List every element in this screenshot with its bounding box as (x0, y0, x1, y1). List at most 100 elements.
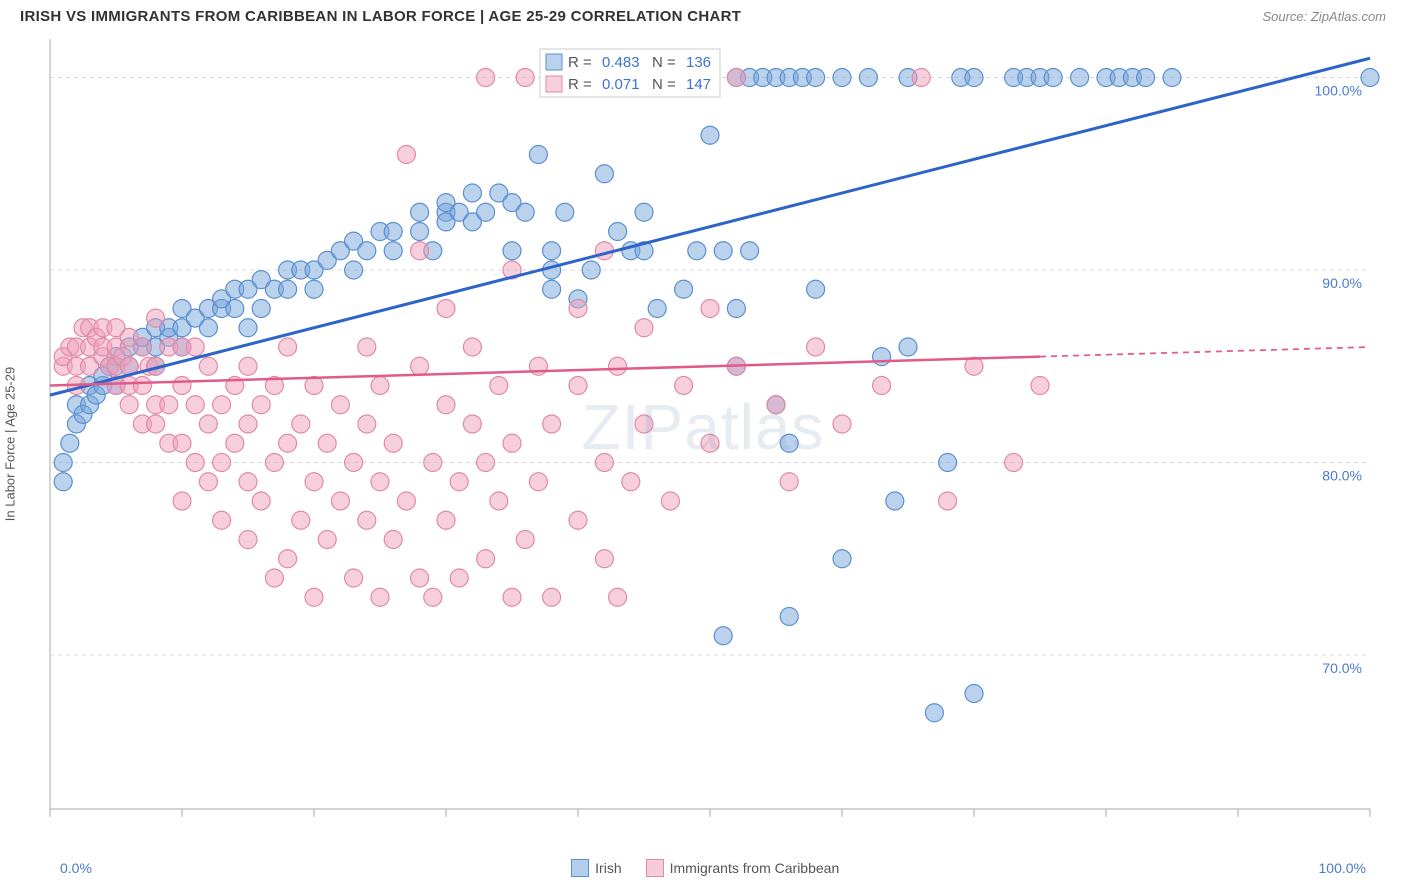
data-point (529, 146, 547, 164)
legend-item: Immigrants from Caribbean (646, 859, 840, 877)
legend-label: Immigrants from Caribbean (670, 860, 840, 876)
data-point (265, 454, 283, 472)
data-point (199, 415, 217, 433)
data-point (516, 203, 534, 221)
data-point (345, 261, 363, 279)
data-point (595, 454, 613, 472)
data-point (780, 608, 798, 626)
data-point (239, 531, 257, 549)
data-point (186, 396, 204, 414)
data-point (635, 319, 653, 337)
data-point (160, 396, 178, 414)
stats-text: 0.071 (602, 76, 640, 93)
data-point (371, 377, 389, 395)
data-point (529, 473, 547, 491)
data-point (133, 377, 151, 395)
data-point (147, 309, 165, 327)
data-point (305, 473, 323, 491)
data-point (213, 511, 231, 529)
data-point (767, 396, 785, 414)
data-point (477, 69, 495, 87)
data-point (886, 492, 904, 510)
stats-swatch (546, 54, 562, 70)
chart-area: In Labor Force | Age 25-29 70.0%80.0%90.… (0, 29, 1406, 859)
data-point (411, 357, 429, 375)
data-point (516, 69, 534, 87)
data-point (463, 184, 481, 202)
data-point (556, 203, 574, 221)
legend-item: Irish (571, 859, 621, 877)
legend-items: Irish Immigrants from Caribbean (571, 859, 839, 877)
data-point (807, 280, 825, 298)
data-point (873, 377, 891, 395)
data-point (780, 473, 798, 491)
trend-line (50, 58, 1370, 395)
legend-label: Irish (595, 860, 621, 876)
data-point (1163, 69, 1181, 87)
data-point (859, 69, 877, 87)
data-point (213, 396, 231, 414)
data-point (912, 69, 930, 87)
data-point (1044, 69, 1062, 87)
data-point (54, 454, 72, 472)
y-tick-label: 80.0% (1322, 468, 1362, 484)
data-point (450, 473, 468, 491)
data-point (331, 396, 349, 414)
y-axis-label: In Labor Force | Age 25-29 (3, 367, 18, 521)
data-point (345, 569, 363, 587)
data-point (437, 300, 455, 318)
data-point (1137, 69, 1155, 87)
data-point (226, 434, 244, 452)
chart-header: IRISH VS IMMIGRANTS FROM CARIBBEAN IN LA… (0, 0, 1406, 29)
data-point (397, 492, 415, 510)
trend-line-extrapolated (1040, 347, 1370, 357)
data-point (925, 704, 943, 722)
data-point (780, 434, 798, 452)
stats-text: N = (652, 76, 676, 93)
data-point (675, 377, 693, 395)
data-point (173, 434, 191, 452)
data-point (477, 550, 495, 568)
data-point (384, 434, 402, 452)
data-point (384, 223, 402, 241)
data-point (741, 242, 759, 260)
data-point (424, 588, 442, 606)
data-point (305, 588, 323, 606)
data-point (714, 627, 732, 645)
data-point (384, 531, 402, 549)
data-point (54, 473, 72, 491)
data-point (252, 396, 270, 414)
data-point (569, 300, 587, 318)
legend-swatch (571, 859, 589, 877)
data-point (450, 569, 468, 587)
data-point (133, 338, 151, 356)
data-point (358, 511, 376, 529)
stats-text: R = (568, 54, 592, 71)
data-point (411, 569, 429, 587)
data-point (279, 434, 297, 452)
data-point (609, 588, 627, 606)
data-point (965, 69, 983, 87)
scatter-chart: 70.0%80.0%90.0%100.0%R =0.483N =136R =0.… (0, 29, 1406, 859)
chart-title: IRISH VS IMMIGRANTS FROM CARIBBEAN IN LA… (20, 8, 741, 25)
data-point (358, 242, 376, 260)
data-point (965, 685, 983, 703)
data-point (595, 165, 613, 183)
data-point (503, 434, 521, 452)
y-tick-label: 100.0% (1315, 83, 1362, 99)
data-point (279, 338, 297, 356)
data-point (490, 377, 508, 395)
data-point (463, 338, 481, 356)
data-point (1031, 377, 1049, 395)
data-point (543, 280, 561, 298)
data-point (371, 588, 389, 606)
data-point (252, 300, 270, 318)
data-point (516, 531, 534, 549)
data-point (807, 69, 825, 87)
data-point (939, 454, 957, 472)
data-point (727, 69, 745, 87)
data-point (727, 300, 745, 318)
data-point (411, 223, 429, 241)
data-point (384, 242, 402, 260)
data-point (318, 531, 336, 549)
